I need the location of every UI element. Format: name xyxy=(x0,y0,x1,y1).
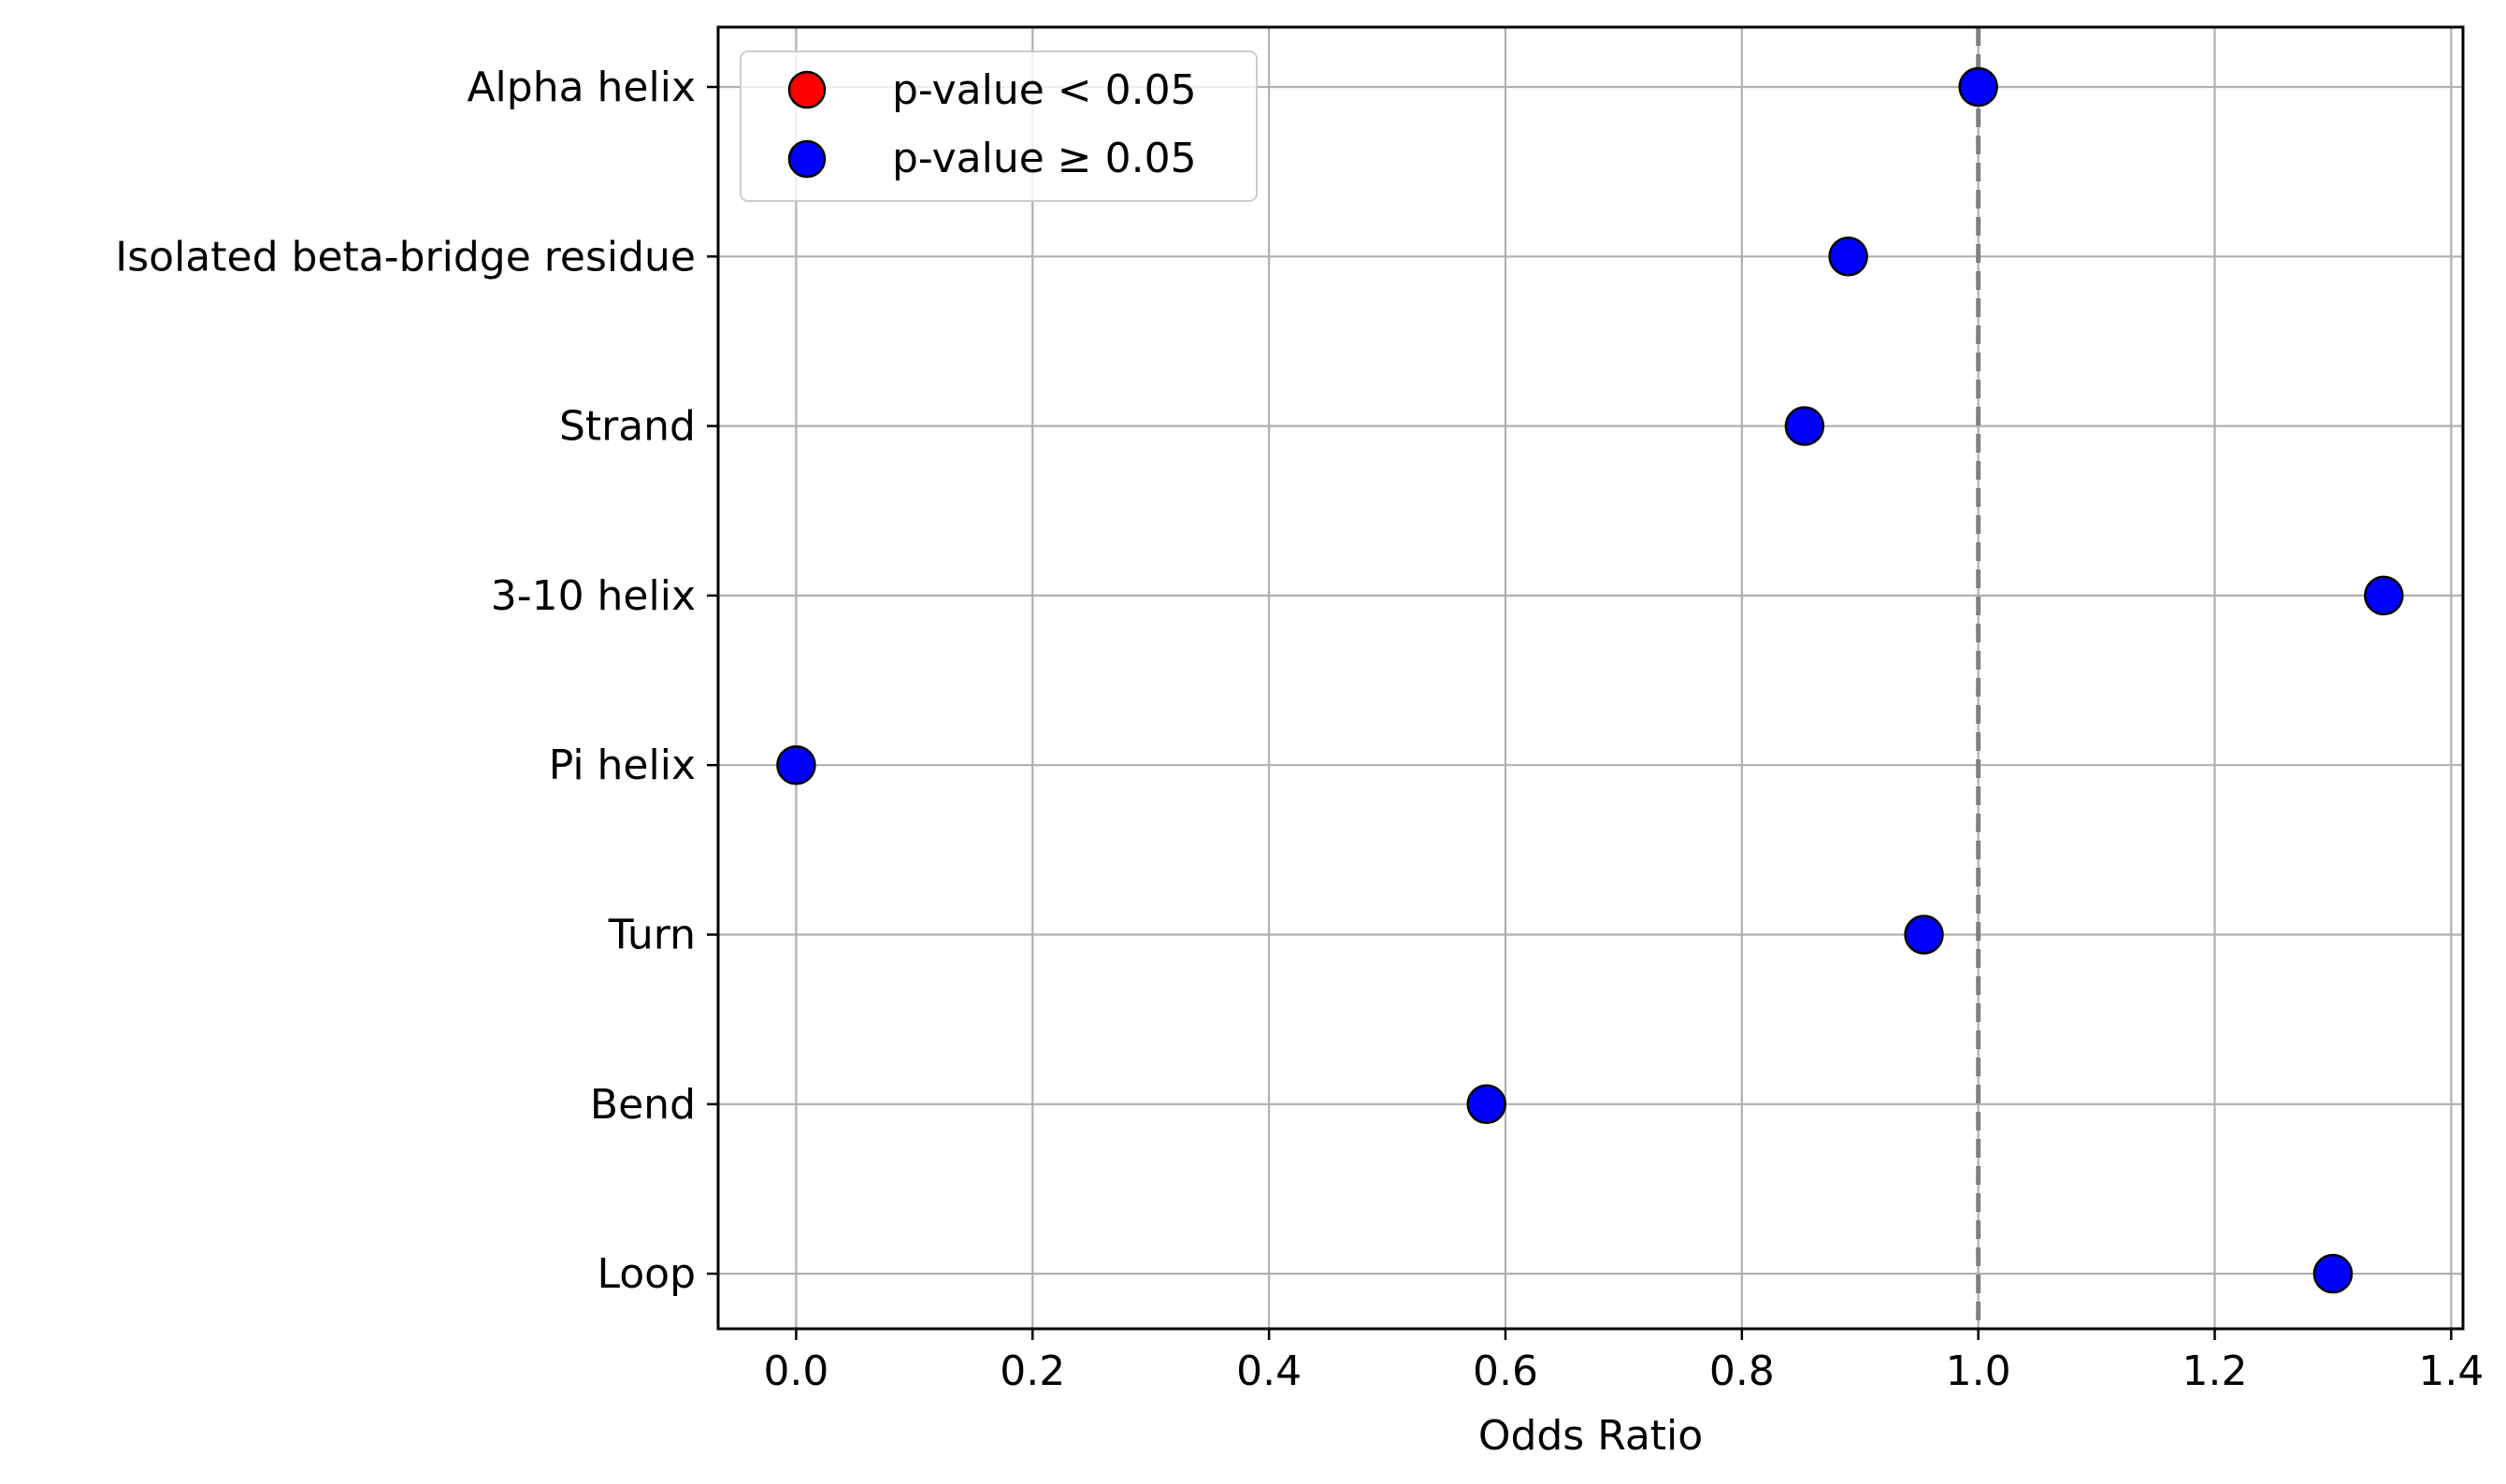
x-tick-label: 0.2 xyxy=(1000,1347,1065,1395)
data-point xyxy=(776,744,816,785)
data-point xyxy=(1904,915,1944,955)
data-point xyxy=(2364,575,2404,616)
legend-box xyxy=(740,50,1258,202)
x-tick-label: 1.2 xyxy=(2182,1347,2248,1395)
x-tick-label: 0.4 xyxy=(1236,1347,1302,1395)
data-point xyxy=(1828,237,1868,277)
y-tick-label: Alpha helix xyxy=(467,64,696,111)
legend-marker-not-significant xyxy=(787,139,827,179)
data-point xyxy=(2312,1253,2354,1294)
x-tick-label: 1.4 xyxy=(2418,1347,2484,1395)
x-axis-label: Odds Ratio xyxy=(1478,1412,1703,1460)
y-tick-label: Pi helix xyxy=(549,742,696,789)
data-point xyxy=(1784,406,1825,446)
x-axis: 0.0 0.2 0.4 0.6 0.8 1.0 1.2 1.4 xyxy=(763,1329,2484,1395)
legend-label-not-significant: p-value ≥ 0.05 xyxy=(892,135,1197,182)
data-point xyxy=(1958,66,1998,108)
x-tick-label: 0.0 xyxy=(763,1347,828,1395)
y-axis: Alpha helix Isolated beta-bridge residue S… xyxy=(115,64,718,1298)
data-points xyxy=(776,66,2404,1294)
y-tick-label: Turn xyxy=(608,912,696,959)
legend-marker-significant xyxy=(787,70,827,109)
legend: p-value < 0.05 p-value ≥ 0.05 xyxy=(740,50,1258,202)
y-tick-label: Strand xyxy=(559,403,696,451)
x-tick-label: 1.0 xyxy=(1946,1347,2011,1395)
plot-frame xyxy=(716,25,2465,1331)
y-tick-label: Bend xyxy=(590,1081,696,1129)
x-tick-label: 0.6 xyxy=(1473,1347,1538,1395)
y-tick-label: Loop xyxy=(597,1250,696,1298)
y-tick-label: Isolated beta-bridge residue xyxy=(115,233,696,281)
legend-label-significant: p-value < 0.05 xyxy=(892,66,1197,114)
x-tick-label: 0.8 xyxy=(1709,1347,1775,1395)
y-tick-label: 3-10 helix xyxy=(491,572,696,620)
data-point xyxy=(1466,1084,1506,1125)
